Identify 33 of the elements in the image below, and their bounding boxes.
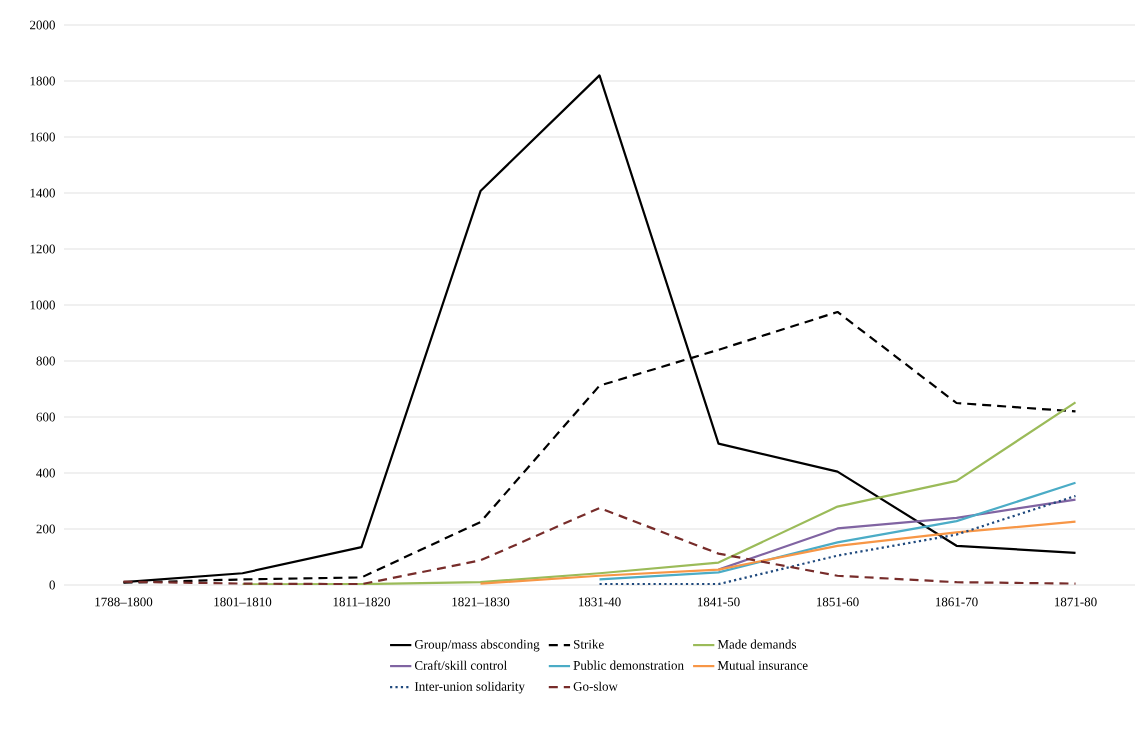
y-tick-label: 1800	[30, 76, 55, 86]
x-tick-label: 1788–1800	[95, 597, 153, 607]
y-tick-label: 1000	[30, 300, 55, 310]
y-tick-label: 2000	[30, 20, 55, 30]
y-tick-label: 800	[36, 356, 55, 366]
line-series	[241, 401, 1077, 585]
line-series	[122, 506, 1077, 585]
x-tick-label: 1801–1810	[214, 597, 272, 607]
y-tick-label: 400	[36, 468, 55, 478]
x-tick-label: 1871-80	[1054, 597, 1097, 607]
y-tick-label: 1400	[30, 188, 55, 198]
x-tick-label: 1851-60	[816, 597, 859, 607]
y-tick-label: 1600	[30, 132, 55, 142]
legend-label: Group/mass absconding	[414, 639, 540, 652]
y-tick-label: 1200	[30, 244, 55, 254]
x-tick-label: 1811–1820	[333, 597, 391, 607]
x-tick-label: 1861-70	[935, 597, 978, 607]
legend-label: Made demands	[717, 639, 797, 649]
x-tick-label: 1821–1830	[452, 597, 510, 607]
y-tick-label: 0	[49, 580, 55, 590]
legend-label: Strike	[574, 639, 604, 649]
legend-label: Craft/skill control	[414, 660, 507, 670]
y-tick-label: 600	[36, 412, 55, 422]
line-series	[598, 481, 1077, 581]
x-tick-label: 1831-40	[578, 597, 621, 607]
legend-label: Mutual insurance	[717, 660, 808, 670]
legend-label: Go-slow	[573, 681, 618, 691]
legend-label: Inter-union solidarity	[414, 681, 525, 694]
y-tick-label: 200	[36, 524, 55, 534]
line-series	[598, 494, 1077, 585]
x-tick-label: 1841-50	[697, 597, 740, 607]
legend-label: Public demonstration	[573, 660, 684, 670]
line-series	[479, 520, 1077, 585]
